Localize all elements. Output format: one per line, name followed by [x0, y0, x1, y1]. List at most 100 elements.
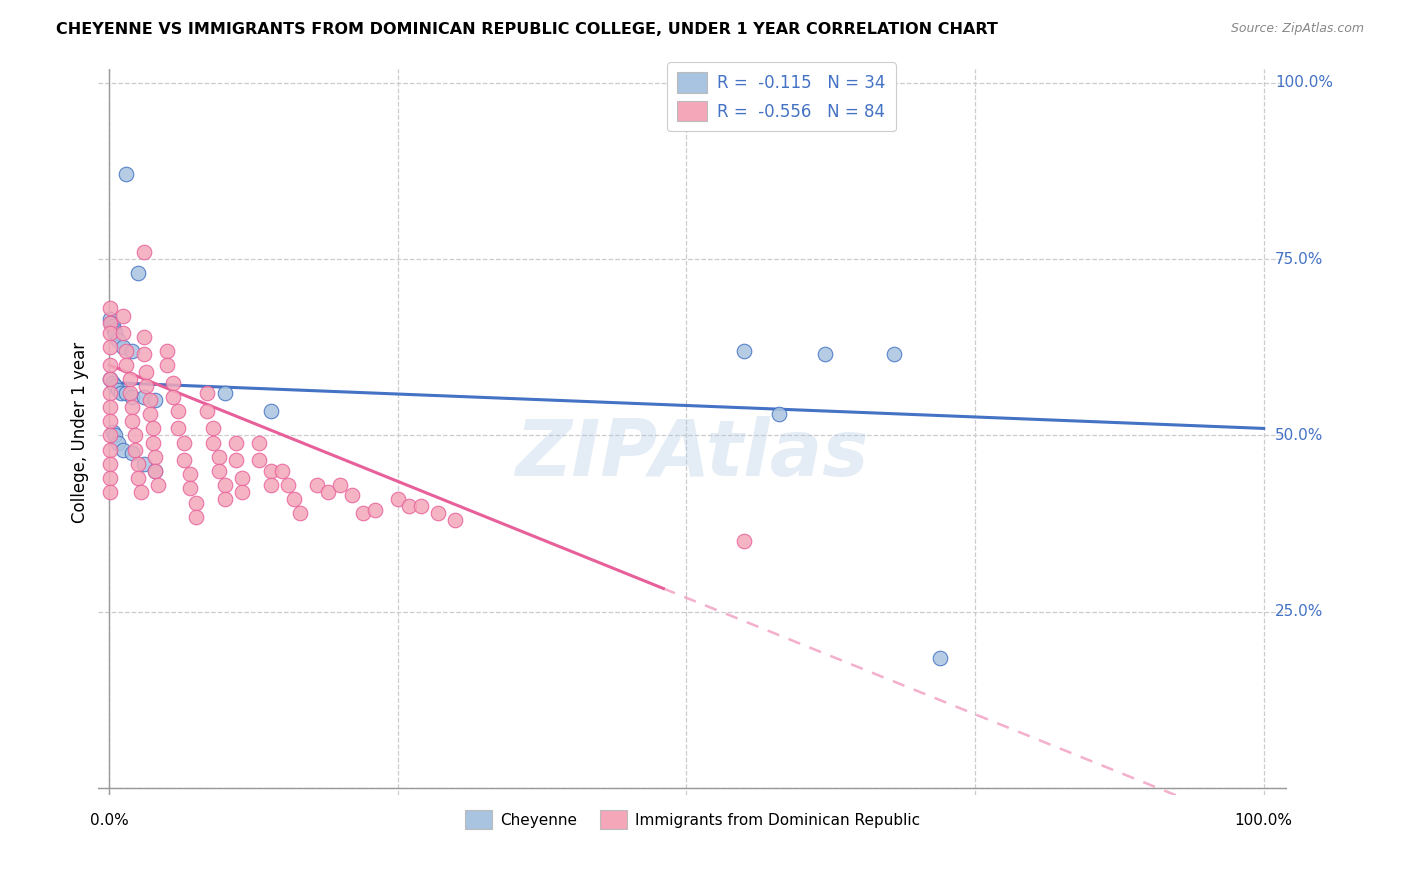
- Point: [118, 386, 141, 401]
- Point: [247, 435, 270, 450]
- Point: [98, 301, 121, 316]
- Point: [98, 428, 121, 442]
- Point: [107, 435, 129, 450]
- Y-axis label: College, Under 1 year: College, Under 1 year: [72, 342, 89, 523]
- Point: [98, 372, 121, 386]
- Point: [143, 393, 166, 408]
- Point: [132, 245, 155, 260]
- Point: [98, 312, 121, 326]
- Point: [98, 372, 121, 386]
- Point: [124, 428, 146, 442]
- Point: [118, 372, 141, 386]
- Point: [121, 343, 143, 358]
- Point: [733, 534, 755, 549]
- Point: [929, 650, 952, 665]
- Point: [288, 506, 311, 520]
- Point: [107, 383, 129, 397]
- Point: [398, 499, 420, 513]
- Point: [733, 343, 755, 358]
- Point: [98, 414, 121, 428]
- Point: [127, 457, 149, 471]
- Point: [111, 442, 134, 457]
- Point: [260, 478, 283, 492]
- Point: [131, 485, 153, 500]
- Point: [98, 457, 121, 471]
- Point: [162, 376, 184, 390]
- Point: [179, 482, 201, 496]
- Legend: Cheyenne, Immigrants from Dominican Republic: Cheyenne, Immigrants from Dominican Repu…: [458, 805, 927, 835]
- Point: [277, 478, 299, 492]
- Point: [132, 347, 155, 361]
- Point: [143, 464, 166, 478]
- Point: [100, 316, 122, 330]
- Point: [305, 478, 328, 492]
- Point: [363, 502, 385, 516]
- Point: [173, 453, 195, 467]
- Point: [260, 464, 283, 478]
- Text: Source: ZipAtlas.com: Source: ZipAtlas.com: [1230, 22, 1364, 36]
- Point: [132, 457, 155, 471]
- Point: [208, 450, 231, 464]
- Text: 75.0%: 75.0%: [1275, 252, 1323, 267]
- Point: [132, 329, 155, 343]
- Point: [208, 464, 231, 478]
- Point: [214, 478, 236, 492]
- Text: 0.0%: 0.0%: [90, 814, 128, 829]
- Point: [101, 319, 124, 334]
- Point: [214, 491, 236, 506]
- Point: [340, 488, 363, 502]
- Point: [115, 167, 138, 181]
- Point: [231, 485, 253, 500]
- Point: [98, 358, 121, 372]
- Point: [104, 326, 127, 340]
- Point: [98, 401, 121, 415]
- Point: [124, 442, 146, 457]
- Point: [98, 326, 121, 340]
- Point: [121, 446, 143, 460]
- Point: [225, 453, 247, 467]
- Point: [111, 326, 134, 340]
- Point: [184, 509, 207, 524]
- Point: [98, 386, 121, 401]
- Point: [156, 343, 179, 358]
- Point: [115, 343, 138, 358]
- Point: [115, 386, 138, 401]
- Point: [195, 404, 218, 418]
- Point: [107, 333, 129, 347]
- Point: [387, 491, 409, 506]
- Point: [143, 464, 166, 478]
- Point: [142, 421, 165, 435]
- Point: [98, 485, 121, 500]
- Point: [135, 365, 157, 379]
- Point: [814, 347, 837, 361]
- Point: [247, 453, 270, 467]
- Point: [132, 390, 155, 404]
- Text: 100.0%: 100.0%: [1234, 814, 1292, 829]
- Point: [98, 442, 121, 457]
- Point: [103, 323, 125, 337]
- Point: [318, 485, 340, 500]
- Point: [162, 390, 184, 404]
- Point: [121, 414, 143, 428]
- Point: [127, 471, 149, 485]
- Point: [101, 425, 124, 439]
- Point: [110, 386, 132, 401]
- Point: [127, 266, 149, 280]
- Point: [883, 347, 905, 361]
- Point: [283, 491, 305, 506]
- Point: [104, 428, 127, 442]
- Text: 100.0%: 100.0%: [1275, 75, 1333, 90]
- Point: [231, 471, 253, 485]
- Point: [329, 478, 352, 492]
- Point: [444, 513, 467, 527]
- Point: [179, 467, 201, 482]
- Point: [121, 401, 143, 415]
- Point: [146, 478, 169, 492]
- Point: [184, 495, 207, 509]
- Point: [768, 407, 790, 421]
- Point: [111, 340, 134, 354]
- Point: [214, 386, 236, 401]
- Point: [427, 506, 450, 520]
- Point: [167, 404, 190, 418]
- Point: [409, 499, 432, 513]
